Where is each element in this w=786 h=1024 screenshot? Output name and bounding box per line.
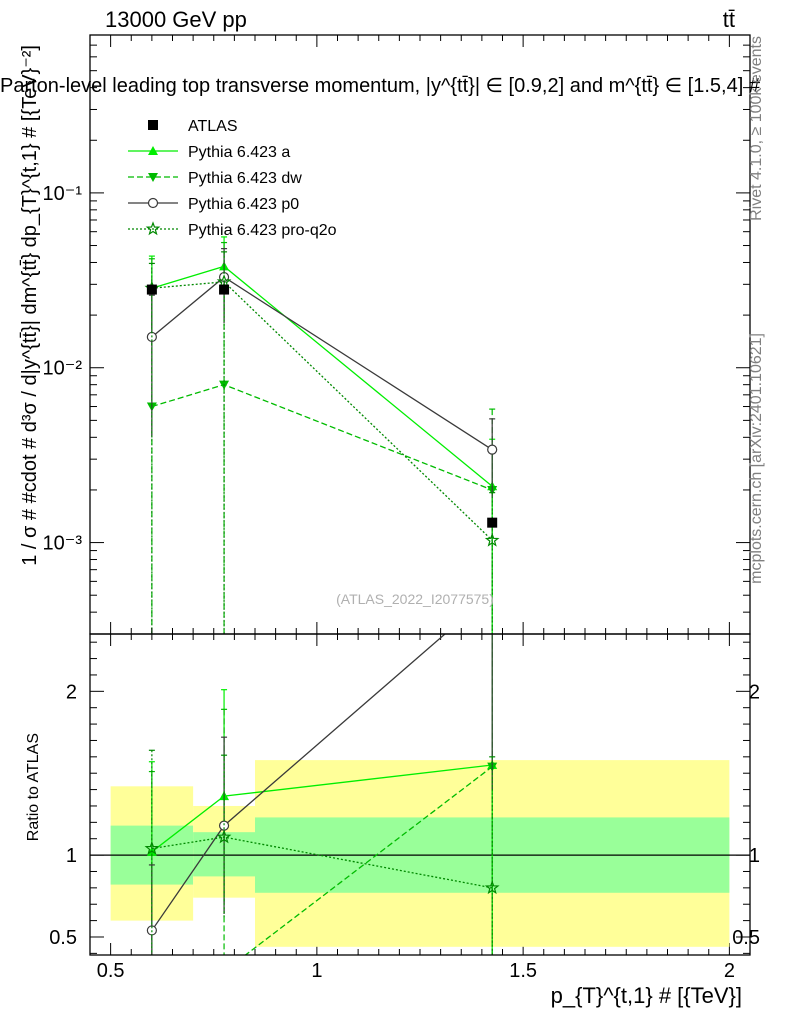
y-tick-label: 10⁻²	[43, 358, 83, 380]
legend-label: Pythia 6.423 pro-q2o	[188, 222, 337, 239]
ratio-y-tick-label: 1	[66, 845, 77, 867]
ratio-y-tick-label: 0.5	[49, 927, 77, 949]
ratio-plot-area	[90, 634, 750, 989]
ratio-point-pythia-pro	[144, 840, 160, 855]
watermark: (ATLAS_2022_I2077575)	[336, 591, 494, 607]
series-line-pythia-dw	[151, 383, 493, 491]
main-panel: 10⁻³ 10⁻² 10⁻¹	[43, 34, 751, 955]
data-point-pythia-pro	[216, 274, 232, 289]
legend-entry-pythia-a: Pythia 6.423 a	[128, 144, 290, 161]
x-axis-label: p_{T}^{t,1} # [{TeV}]	[551, 983, 742, 1008]
ratio-line-pythia-dw	[244, 766, 493, 955]
y-axis-label-main: 1 / σ # #cdot # d³σ / d|y^{tt̄}| dm^{tt̄…	[19, 45, 41, 566]
energy-label: 13000 GeV pp	[105, 7, 247, 32]
y-axis-label-ratio: Ratio to ATLAS	[25, 733, 42, 841]
legend-label: ATLAS	[188, 118, 238, 135]
legend-marker	[147, 197, 159, 209]
legend-marker	[148, 120, 158, 130]
ratio-y-tick-label-right: 1	[749, 845, 760, 867]
main-plot-area	[144, 236, 500, 634]
legend-entry-atlas: ATLAS	[148, 118, 238, 135]
x-tick-label: 2	[724, 960, 735, 982]
legend-entry-pythia-pro: Pythia 6.423 pro-q2o	[128, 221, 337, 239]
legend-marker	[145, 221, 161, 236]
ratio-y-tick-label-right: 0.5	[732, 927, 760, 949]
legend-label: Pythia 6.423 dw	[188, 170, 302, 187]
side-label-rivet: Rivet 4.1.0, ≥ 100k events	[748, 36, 765, 221]
legend-label: Pythia 6.423 a	[188, 144, 290, 161]
plot-title: Parton-level leading top transverse mome…	[0, 75, 761, 97]
data-point-atlas	[487, 517, 498, 528]
legend-entry-pythia-p0: Pythia 6.423 p0	[128, 196, 299, 213]
x-tick-label: 1.5	[509, 960, 537, 982]
x-tick-label: 1	[311, 960, 322, 982]
data-point-pythia-p0	[487, 444, 498, 455]
data-point-pythia-pro	[484, 532, 500, 547]
ratio-point-pythia-pro	[216, 829, 232, 844]
legend-entry-pythia-dw: Pythia 6.423 dw	[128, 170, 302, 187]
y-tick-label: 10⁻³	[43, 533, 83, 555]
y-tick-label: 10⁻¹	[43, 183, 83, 205]
legend: ATLAS Pythia 6.423 a Pythia 6.423 dw Pythia…	[128, 118, 337, 239]
data-point-atlas	[146, 284, 157, 295]
legend-marker	[148, 146, 158, 155]
series-line-pythia-pro	[151, 281, 493, 541]
ratio-point-pythia-pro	[484, 880, 500, 895]
ratio-y-tick-label: 2	[66, 681, 77, 703]
legend-marker	[148, 173, 158, 182]
x-tick-label: 0.5	[97, 960, 125, 982]
side-label-site: mcplots.cern.ch [arXiv:2401.10621]	[748, 333, 765, 584]
data-point-atlas	[219, 284, 230, 295]
ratio-panel: 0.5 1 1.5 2 0.5 0.5 1 1 2 2	[49, 633, 760, 989]
ratio-point-pythia-dw	[147, 980, 157, 989]
ratio-frame	[89, 633, 751, 956]
legend-label: Pythia 6.423 p0	[188, 196, 299, 213]
ratio-point-pythia-dw	[219, 967, 229, 976]
ratio-y-tick-label-right: 2	[749, 681, 760, 703]
process-label: tt̄	[723, 7, 735, 32]
